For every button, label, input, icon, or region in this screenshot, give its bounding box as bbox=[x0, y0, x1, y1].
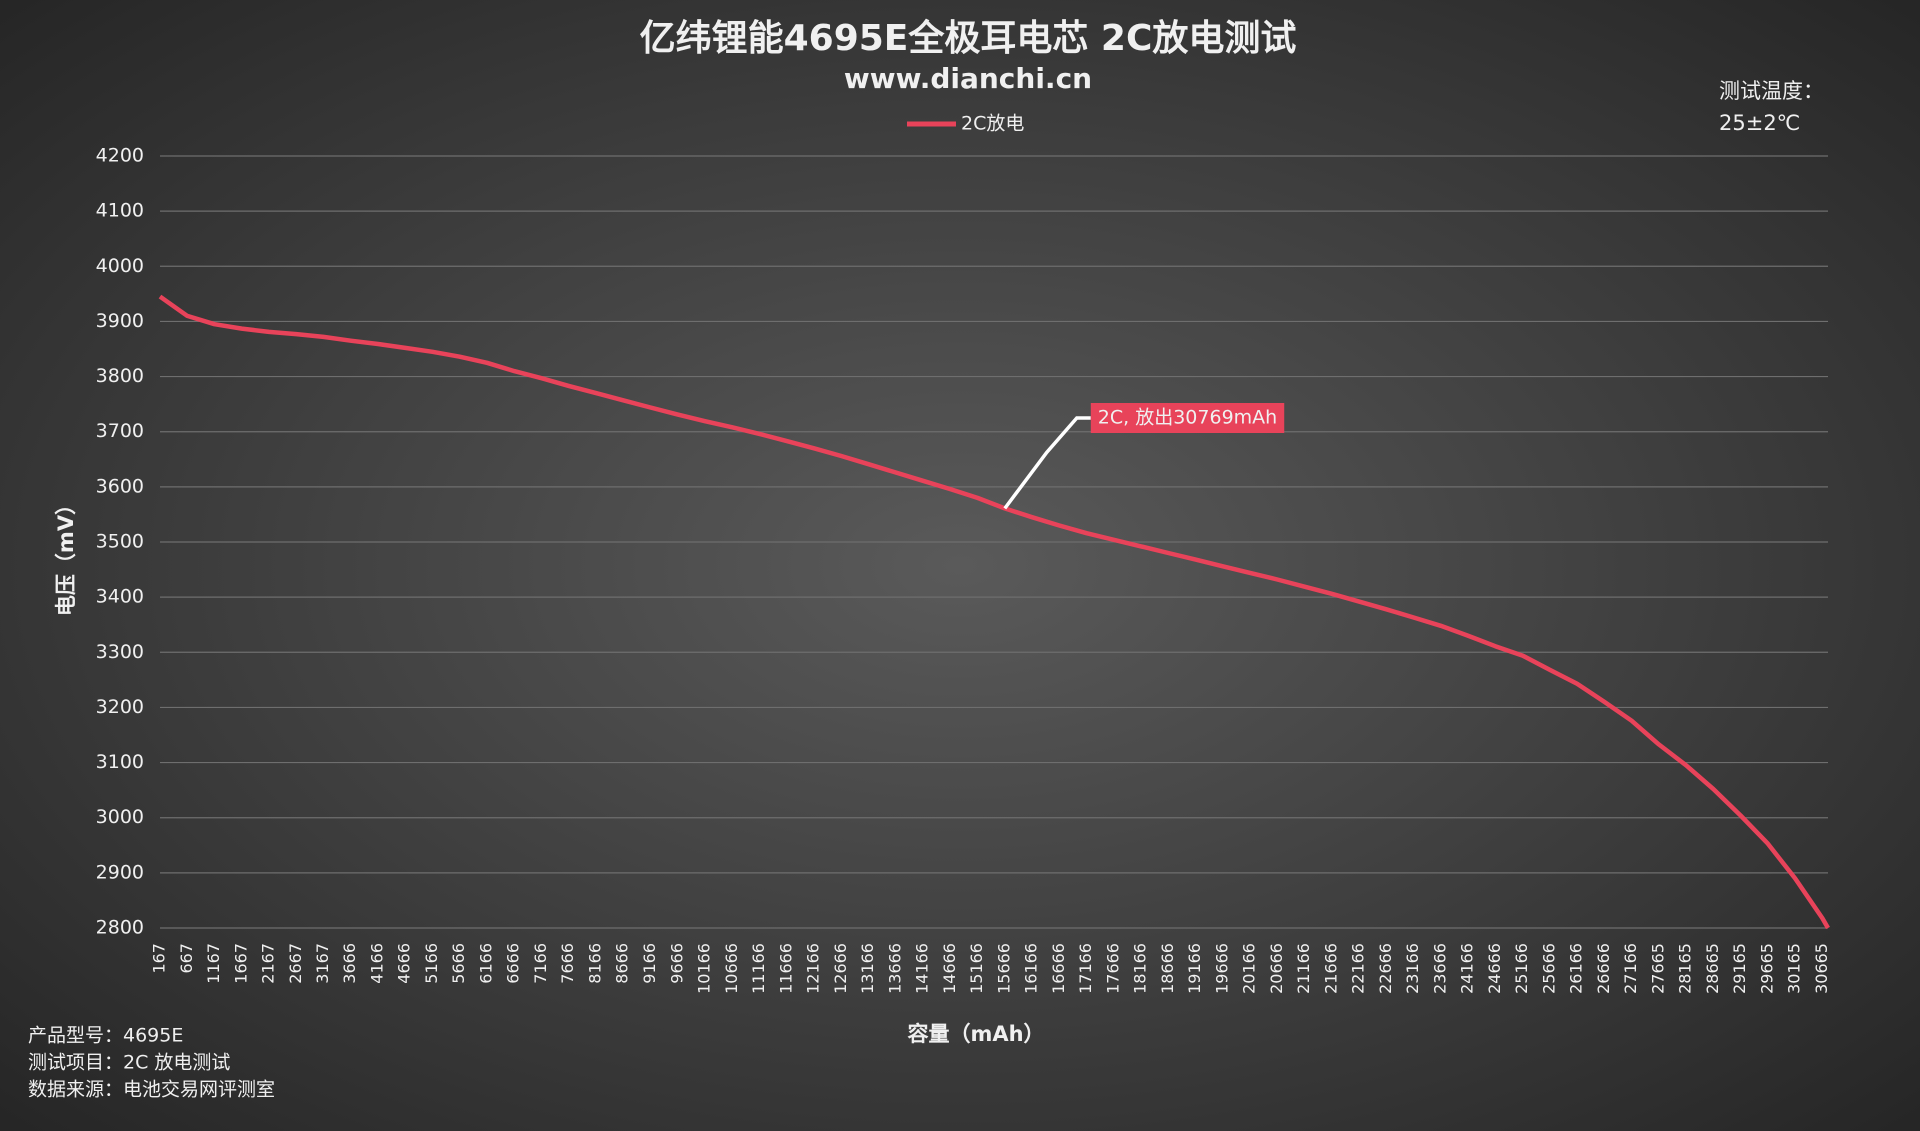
y-tick-label: 3100 bbox=[96, 751, 144, 773]
x-tick-label: 17666 bbox=[1103, 943, 1122, 994]
x-tick-label: 18666 bbox=[1158, 943, 1177, 994]
y-tick-label: 3600 bbox=[96, 475, 144, 497]
x-tick-label: 26166 bbox=[1567, 943, 1586, 994]
chart-subtitle: www.dianchi.cn bbox=[844, 62, 1092, 95]
y-tick-label: 3000 bbox=[96, 806, 144, 828]
y-tick-label: 2900 bbox=[96, 861, 144, 883]
x-tick-label: 1167 bbox=[204, 943, 223, 984]
x-tick-label: 8666 bbox=[613, 943, 632, 984]
x-tick-label: 30165 bbox=[1785, 943, 1804, 994]
x-tick-label: 667 bbox=[177, 943, 196, 974]
x-tick-label: 6666 bbox=[504, 943, 523, 984]
y-tick-label: 3200 bbox=[96, 696, 144, 718]
x-tick-label: 5166 bbox=[422, 943, 441, 984]
x-tick-label: 12666 bbox=[831, 943, 850, 994]
temperature-label: 测试温度： bbox=[1719, 79, 1824, 103]
x-tick-label: 20666 bbox=[1267, 943, 1286, 994]
x-tick-label: 25666 bbox=[1539, 943, 1558, 994]
y-tick-label: 3400 bbox=[96, 586, 144, 608]
x-tick-label: 4166 bbox=[367, 943, 386, 984]
y-tick-label: 3900 bbox=[96, 310, 144, 332]
x-tick-label: 12166 bbox=[804, 943, 823, 994]
y-tick-label: 3700 bbox=[96, 420, 144, 442]
x-tick-label: 27166 bbox=[1621, 943, 1640, 994]
x-tick-label: 11666 bbox=[776, 943, 795, 994]
x-tick-label: 20166 bbox=[1240, 943, 1259, 994]
x-tick-label: 10666 bbox=[722, 943, 741, 994]
x-tick-label: 28165 bbox=[1676, 943, 1695, 994]
x-tick-label: 1667 bbox=[231, 943, 250, 984]
info-line: 数据来源：电池交易网评测室 bbox=[28, 1079, 275, 1101]
x-tick-label: 21166 bbox=[1294, 943, 1313, 994]
data-line bbox=[158, 294, 1830, 930]
x-tick-label: 30665 bbox=[1812, 943, 1831, 994]
y-tick-label: 3500 bbox=[96, 531, 144, 553]
info-line: 测试项目：2C 放电测试 bbox=[28, 1052, 230, 1074]
x-tick-label: 23666 bbox=[1430, 943, 1449, 994]
x-tick-label: 9166 bbox=[640, 943, 659, 984]
x-tick-label: 4666 bbox=[395, 943, 414, 984]
x-tick-label: 15166 bbox=[967, 943, 986, 994]
chart-title: 亿纬锂能4695E全极耳电芯 2C放电测试 bbox=[640, 17, 1297, 59]
x-axis-label: 容量（mAh） bbox=[907, 1022, 1044, 1046]
x-tick-label: 14166 bbox=[913, 943, 932, 994]
x-tick-label: 8166 bbox=[585, 943, 604, 984]
y-tick-label: 4200 bbox=[96, 145, 144, 167]
x-tick-label: 7166 bbox=[531, 943, 550, 984]
x-tick-label: 29665 bbox=[1757, 943, 1776, 994]
x-tick-label: 18166 bbox=[1131, 943, 1150, 994]
x-tick-label: 3167 bbox=[313, 943, 332, 984]
x-tick-label: 19166 bbox=[1185, 943, 1204, 994]
x-tick-label: 28665 bbox=[1703, 943, 1722, 994]
x-tick-label: 13166 bbox=[858, 943, 877, 994]
annotation-label: 2C, 放出30769mAh bbox=[1098, 407, 1277, 429]
x-tick-label: 14666 bbox=[940, 943, 959, 994]
x-tick-label: 17166 bbox=[1076, 943, 1095, 994]
x-tick-label: 3666 bbox=[340, 943, 359, 984]
x-tick-label: 19666 bbox=[1212, 943, 1231, 994]
annotation-leader bbox=[1003, 416, 1091, 510]
x-tick-label: 7666 bbox=[558, 943, 577, 984]
x-tick-label: 23166 bbox=[1403, 943, 1422, 994]
x-tick-label: 21666 bbox=[1321, 943, 1340, 994]
x-tick-label: 11166 bbox=[749, 943, 768, 994]
x-tick-label: 16666 bbox=[1049, 943, 1068, 994]
y-axis-label: 电压（mV） bbox=[54, 494, 78, 616]
y-tick-label: 4100 bbox=[96, 200, 144, 222]
x-tick-label: 27665 bbox=[1648, 943, 1667, 994]
annotation-box bbox=[1090, 403, 1285, 433]
temperature-value: 25±2℃ bbox=[1719, 111, 1800, 135]
y-tick-label: 2800 bbox=[96, 917, 144, 939]
x-tick-label: 24166 bbox=[1458, 943, 1477, 994]
x-tick-label: 9666 bbox=[667, 943, 686, 984]
x-tick-label: 25166 bbox=[1512, 943, 1531, 994]
x-tick-label: 22166 bbox=[1349, 943, 1368, 994]
x-tick-label: 15666 bbox=[994, 943, 1013, 994]
y-tick-label: 3300 bbox=[96, 641, 144, 663]
x-tick-label: 6166 bbox=[476, 943, 495, 984]
legend-label: 2C放电 bbox=[961, 113, 1024, 135]
x-tick-label: 16166 bbox=[1022, 943, 1041, 994]
x-tick-label: 10166 bbox=[695, 943, 714, 994]
x-tick-label: 24666 bbox=[1485, 943, 1504, 994]
y-tick-label: 3800 bbox=[96, 365, 144, 387]
y-tick-label: 4000 bbox=[96, 255, 144, 277]
x-tick-label: 5666 bbox=[449, 943, 468, 984]
x-tick-label: 29165 bbox=[1730, 943, 1749, 994]
info-line: 产品型号：4695E bbox=[28, 1025, 183, 1047]
x-tick-label: 167 bbox=[150, 943, 169, 974]
x-tick-label: 22666 bbox=[1376, 943, 1395, 994]
x-tick-label: 13666 bbox=[885, 943, 904, 994]
x-tick-label: 26666 bbox=[1594, 943, 1613, 994]
x-tick-label: 2167 bbox=[259, 943, 278, 984]
x-tick-label: 2667 bbox=[286, 943, 305, 984]
